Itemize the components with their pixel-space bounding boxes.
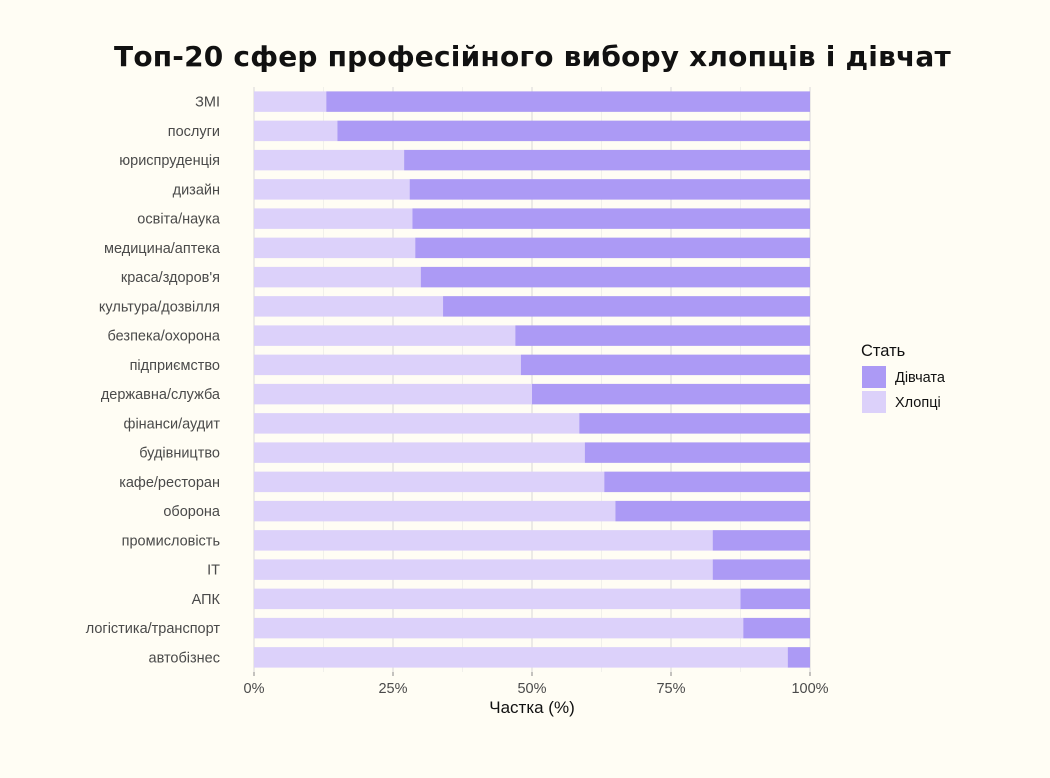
- y-tick-label: кафе/ресторан: [119, 475, 220, 491]
- bar-segment-khloptsi: [254, 471, 605, 493]
- legend-key: [862, 366, 886, 388]
- y-axis-labels: ЗМІ послуги юриспруденція дизайн освіта/наук…: [86, 95, 221, 667]
- chart-title: Топ-20 сфер професійного вибору хлопців …: [114, 40, 951, 73]
- y-tick-label: дизайн: [173, 182, 220, 198]
- x-tick-label: 100%: [791, 681, 828, 697]
- y-tick-label: АПК: [192, 592, 221, 608]
- bar-segment-khloptsi: [254, 91, 327, 112]
- legend: Стать Дівчата Хлопці: [861, 342, 946, 413]
- bar-segment-khloptsi: [254, 296, 444, 317]
- bar-segment-divchata: [412, 208, 810, 229]
- bar-segment-divchata: [740, 588, 810, 610]
- x-axis-ticks: 0% 25% 50% 75% 100%: [244, 672, 829, 697]
- bar-segment-khloptsi: [254, 383, 532, 405]
- bar-segment-divchata: [615, 500, 810, 522]
- bar-segment-divchata: [515, 325, 810, 346]
- bar-segment-khloptsi: [254, 588, 741, 610]
- y-tick-label: послуги: [168, 124, 220, 140]
- bar-segment-divchata: [743, 617, 810, 639]
- bar-segment-khloptsi: [254, 559, 713, 580]
- bar-segment-khloptsi: [254, 617, 744, 639]
- bar-segment-khloptsi: [254, 208, 413, 229]
- bar-segment-divchata: [712, 559, 810, 580]
- x-tick-label: 0%: [244, 681, 265, 697]
- y-tick-label: IT: [207, 563, 220, 579]
- y-tick-label: автобізнес: [149, 650, 221, 666]
- bar-segment-khloptsi: [254, 354, 521, 376]
- y-tick-label: краса/здоров'я: [121, 270, 220, 286]
- bar-segment-divchata: [415, 237, 810, 259]
- y-tick-label: державна/служба: [101, 387, 221, 403]
- legend-label: Дівчата: [895, 370, 946, 386]
- y-tick-label: освіта/наука: [137, 212, 221, 228]
- x-tick-label: 50%: [517, 681, 546, 697]
- legend-label: Хлопці: [895, 395, 941, 411]
- bars-layer: [254, 91, 810, 668]
- y-tick-label: юриспруденція: [119, 153, 220, 169]
- bar-segment-khloptsi: [254, 237, 416, 259]
- bar-segment-divchata: [532, 383, 810, 405]
- y-tick-label: будівництво: [139, 446, 220, 462]
- bar-segment-khloptsi: [254, 179, 410, 200]
- bar-segment-divchata: [337, 120, 810, 142]
- x-tick-label: 75%: [656, 681, 685, 697]
- y-tick-label: фінанси/аудит: [124, 416, 221, 432]
- y-tick-label: підприємство: [130, 358, 220, 374]
- legend-key: [862, 391, 886, 413]
- y-tick-label: промисловість: [122, 533, 220, 549]
- bar-segment-khloptsi: [254, 325, 516, 346]
- grid-layer: [253, 87, 811, 672]
- bar-segment-khloptsi: [254, 500, 616, 522]
- bar-segment-divchata: [443, 296, 810, 317]
- y-tick-label: культура/дозвілля: [99, 299, 220, 315]
- bar-segment-khloptsi: [254, 530, 713, 551]
- x-axis-title: Частка (%): [489, 698, 575, 717]
- bar-segment-divchata: [584, 442, 810, 463]
- bar-segment-khloptsi: [254, 442, 585, 463]
- bar-segment-divchata: [604, 471, 810, 493]
- bar-segment-divchata: [326, 91, 810, 112]
- y-tick-label: логістика/транспорт: [86, 621, 221, 637]
- y-tick-label: медицина/аптека: [104, 241, 221, 257]
- bar-segment-khloptsi: [254, 266, 421, 288]
- bar-segment-khloptsi: [254, 413, 580, 434]
- bar-segment-khloptsi: [254, 647, 788, 668]
- bar-segment-divchata: [579, 413, 810, 434]
- bar-segment-khloptsi: [254, 149, 405, 171]
- bar-segment-divchata: [404, 149, 810, 171]
- bar-segment-khloptsi: [254, 120, 338, 142]
- legend-title: Стать: [861, 342, 905, 360]
- y-tick-label: безпека/охорона: [108, 329, 221, 345]
- y-tick-label: ЗМІ: [195, 95, 220, 111]
- bar-segment-divchata: [520, 354, 810, 376]
- x-tick-label: 25%: [378, 681, 407, 697]
- y-tick-label: оборона: [163, 504, 221, 520]
- bar-segment-divchata: [409, 179, 810, 200]
- bar-segment-divchata: [420, 266, 810, 288]
- bar-segment-divchata: [787, 647, 810, 668]
- bar-segment-divchata: [712, 530, 810, 551]
